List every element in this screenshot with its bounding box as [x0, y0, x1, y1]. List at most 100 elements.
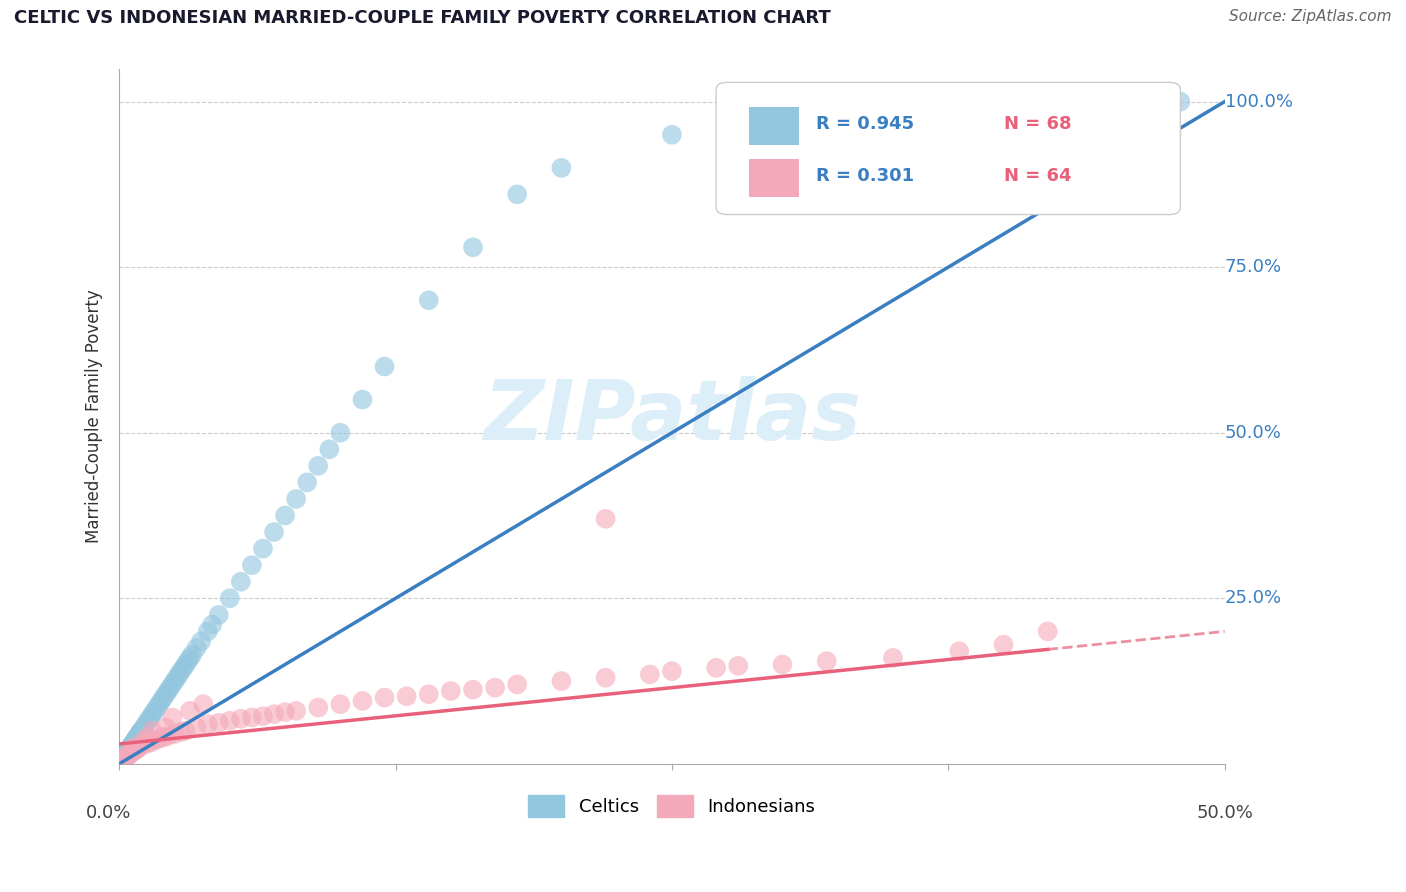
Point [307, 458, 329, 473]
Point [135, 717, 157, 731]
Point [252, 709, 274, 723]
Point [186, 640, 208, 655]
Point [374, 690, 396, 705]
Text: 0.0%: 0.0% [86, 804, 131, 822]
Point [186, 720, 208, 734]
Point [120, 743, 142, 757]
Point [139, 710, 162, 724]
Point [112, 751, 135, 765]
Point [120, 739, 142, 753]
Text: 75.0%: 75.0% [1225, 258, 1282, 277]
Point [122, 736, 145, 750]
Point [177, 654, 200, 668]
Point [993, 108, 1015, 122]
Y-axis label: Married-Couple Family Poverty: Married-Couple Family Poverty [86, 289, 103, 543]
Point [159, 681, 181, 695]
Point [395, 690, 418, 704]
Point [352, 392, 374, 407]
Point [143, 733, 166, 747]
Point [506, 187, 529, 202]
Point [174, 723, 197, 738]
Point [172, 661, 194, 675]
Text: CELTIC VS INDONESIAN MARRIED-COUPLE FAMILY POVERTY CORRELATION CHART: CELTIC VS INDONESIAN MARRIED-COUPLE FAMI… [14, 9, 831, 27]
Point [156, 684, 179, 698]
Point [112, 750, 135, 764]
Point [174, 657, 197, 672]
Point [135, 737, 157, 751]
Point [143, 704, 166, 718]
Point [274, 508, 297, 523]
Point [815, 654, 838, 668]
Point [704, 661, 727, 675]
Point [163, 674, 186, 689]
Point [229, 712, 252, 726]
Point [218, 591, 240, 606]
Point [162, 710, 184, 724]
Point [111, 755, 134, 769]
Point [418, 687, 440, 701]
Point [146, 700, 169, 714]
Point [263, 707, 285, 722]
Point [128, 740, 150, 755]
Point [595, 671, 617, 685]
Point [121, 745, 143, 759]
Point [240, 558, 263, 573]
Point [163, 727, 186, 741]
Point [197, 717, 219, 731]
Point [179, 704, 201, 718]
Point [208, 715, 231, 730]
Point [162, 677, 184, 691]
Text: N = 68: N = 68 [1004, 115, 1071, 133]
Point [484, 681, 506, 695]
Point [141, 707, 163, 722]
Point [550, 161, 572, 175]
Point [150, 694, 173, 708]
FancyBboxPatch shape [749, 159, 799, 197]
Text: R = 0.301: R = 0.301 [815, 168, 914, 186]
Point [595, 512, 617, 526]
Point [440, 684, 463, 698]
Point [152, 690, 174, 705]
Point [190, 634, 212, 648]
Point [125, 731, 148, 746]
Point [131, 739, 153, 753]
Point [201, 617, 224, 632]
Point [139, 736, 162, 750]
Point [307, 700, 329, 714]
Point [374, 359, 396, 374]
Text: 50.0%: 50.0% [1225, 424, 1281, 442]
Point [125, 742, 148, 756]
Text: 50.0%: 50.0% [1197, 804, 1253, 822]
Point [131, 723, 153, 738]
Point [124, 743, 146, 757]
Point [550, 674, 572, 689]
Point [136, 714, 159, 728]
Point [117, 743, 139, 757]
Point [638, 667, 661, 681]
Point [156, 729, 179, 743]
Point [252, 541, 274, 556]
Point [193, 697, 215, 711]
Point [110, 754, 132, 768]
Point [120, 747, 142, 761]
Point [285, 704, 308, 718]
Point [148, 697, 170, 711]
Point [295, 475, 318, 490]
Point [132, 733, 155, 747]
Point [461, 682, 484, 697]
Point [120, 740, 142, 755]
Point [111, 751, 134, 765]
Point [772, 121, 794, 136]
Point [727, 658, 749, 673]
FancyBboxPatch shape [716, 82, 1181, 215]
Point [117, 748, 139, 763]
Point [127, 729, 149, 743]
Point [166, 671, 188, 685]
Point [993, 638, 1015, 652]
Point [506, 677, 529, 691]
Point [118, 742, 141, 756]
Point [125, 731, 148, 745]
Point [285, 491, 308, 506]
Text: Source: ZipAtlas.com: Source: ZipAtlas.com [1229, 9, 1392, 24]
Point [197, 624, 219, 639]
